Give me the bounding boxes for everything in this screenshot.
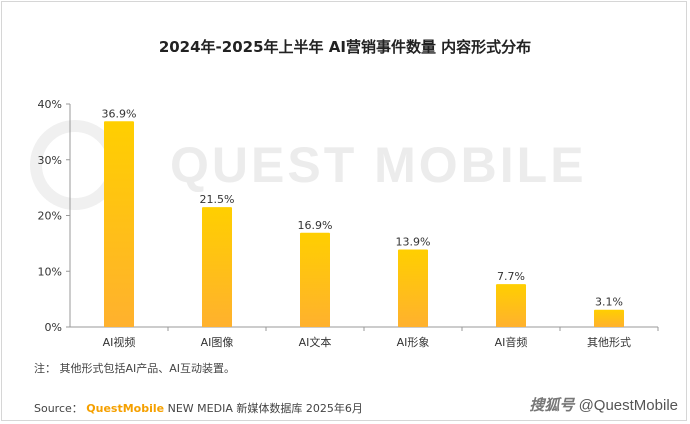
y-tick-label: 10% (38, 265, 62, 278)
credit: 搜狐号 @QuestMobile (529, 394, 678, 415)
credit-channel: 搜狐号 (529, 397, 575, 414)
watermark: QUEST MOBILE (30, 120, 587, 210)
source-line: Source： QuestMobile NEW MEDIA 新媒体数据库 202… (34, 400, 363, 416)
bar (594, 309, 624, 327)
x-tick-label: AI音频 (495, 335, 528, 349)
source-prefix: Source： (34, 402, 83, 415)
x-tick-label: AI图像 (201, 336, 234, 349)
bar (398, 249, 428, 327)
x-tick-label: AI形象 (397, 336, 430, 349)
bar (300, 232, 330, 327)
bar (104, 121, 134, 327)
source-brand: QuestMobile (86, 402, 165, 415)
y-tick-label: 40% (38, 98, 62, 111)
bar (496, 284, 526, 327)
y-tick-label: 30% (38, 154, 62, 167)
data-label: 7.7% (497, 270, 525, 283)
bar (202, 207, 232, 327)
chart-title: 2024年-2025年上半年 AI营销事件数量 内容形式分布 (158, 38, 532, 56)
x-tick-label: AI视频 (103, 335, 136, 349)
y-tick-label: 0% (45, 321, 62, 334)
source-detail: NEW MEDIA 新媒体数据库 2025年6月 (167, 402, 363, 415)
watermark-text: QUEST MOBILE (170, 137, 587, 193)
data-label: 3.1% (595, 296, 623, 309)
x-tick-label: AI文本 (299, 335, 332, 349)
data-label: 13.9% (396, 236, 431, 249)
x-tick-label: 其他形式 (587, 336, 631, 349)
data-label: 36.9% (102, 107, 137, 120)
credit-handle: @QuestMobile (578, 397, 678, 414)
data-label: 21.5% (200, 193, 235, 206)
data-label: 16.9% (298, 219, 333, 232)
footnote: 注： 其他形式包括AI产品、AI互动装置。 (34, 362, 236, 375)
y-tick-label: 20% (38, 210, 62, 223)
